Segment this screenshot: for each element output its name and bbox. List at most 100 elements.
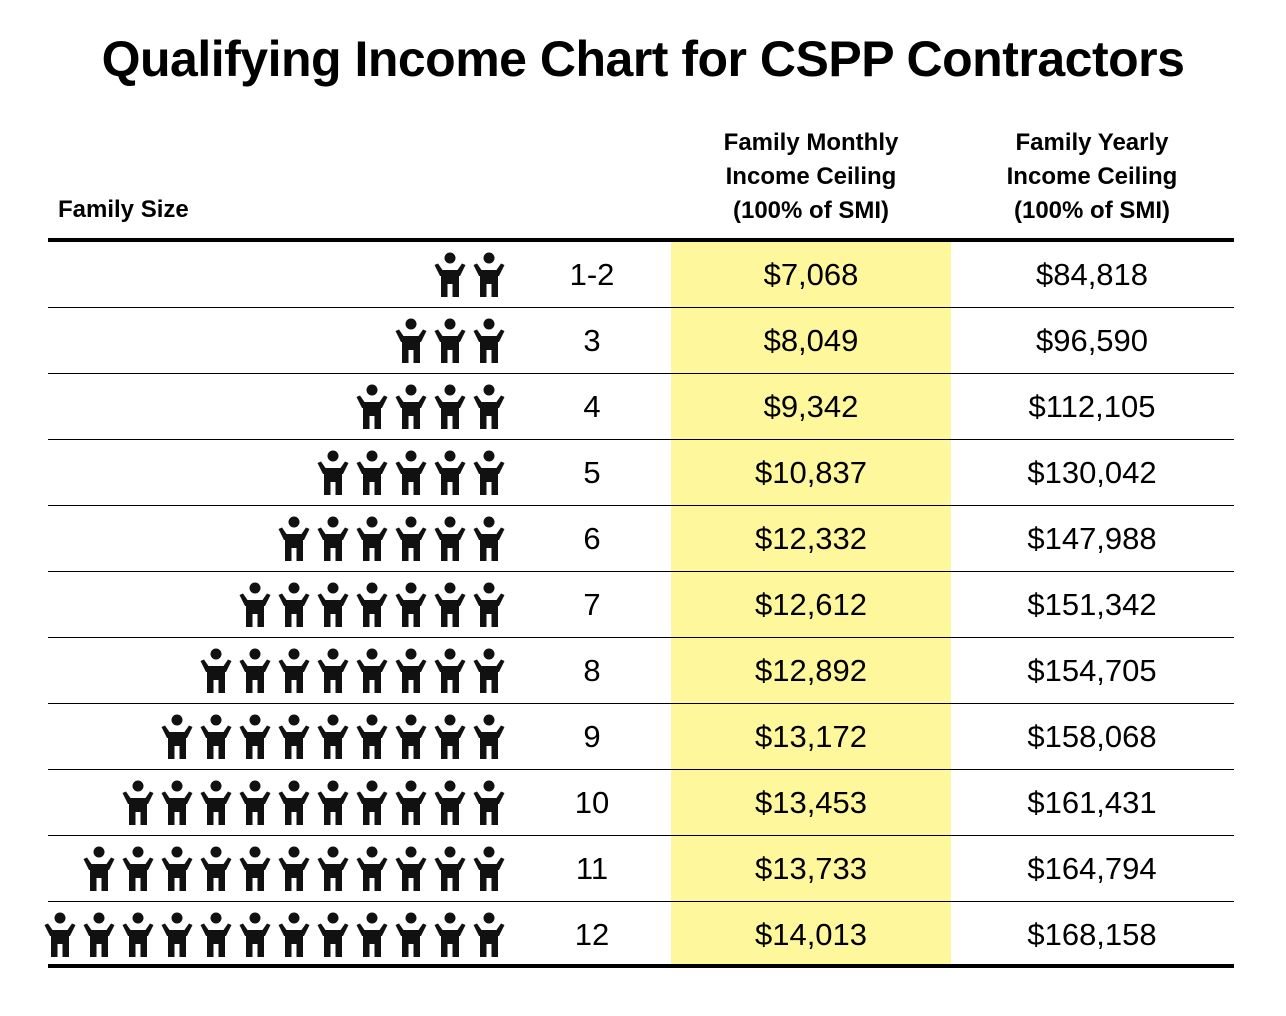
yearly-income-value: $84,818	[1035, 257, 1149, 292]
person-arms-raised-icon	[434, 582, 466, 627]
monthly-income-value: $10,837	[754, 455, 868, 490]
person-arms-raised-icon	[473, 714, 505, 759]
table-row: 9 $13,172 $158,068	[48, 704, 1234, 770]
person-arms-raised-icon	[200, 714, 232, 759]
table-row: 12 $14,013 $168,158	[44, 902, 1234, 968]
family-size-value: 1-2	[569, 257, 615, 292]
person-arms-raised-icon	[395, 648, 427, 693]
person-arms-raised-icon	[161, 912, 193, 957]
family-size-value: 12	[574, 917, 610, 952]
person-arms-raised-icon	[317, 450, 349, 495]
row-divider	[48, 703, 1234, 704]
person-arms-raised-icon	[317, 648, 349, 693]
person-arms-raised-icon	[161, 714, 193, 759]
row-divider	[48, 571, 1234, 572]
person-arms-raised-icon	[317, 714, 349, 759]
row-divider	[48, 901, 1234, 902]
person-arms-raised-icon	[356, 384, 388, 429]
table-row: 1-2 $7,068 $84,818	[48, 242, 1234, 308]
chart-title: Qualifying Income Chart for CSPP Contrac…	[101, 31, 1185, 87]
person-arms-raised-icon	[395, 516, 427, 561]
yearly-income-value: $161,431	[1027, 785, 1157, 820]
person-arms-raised-icon	[278, 714, 310, 759]
family-size-icons	[82, 836, 506, 902]
person-arms-raised-icon	[161, 780, 193, 825]
person-arms-raised-icon	[434, 252, 466, 297]
person-arms-raised-icon	[356, 846, 388, 891]
person-arms-raised-icon	[395, 780, 427, 825]
monthly-income-value: $7,068	[763, 257, 859, 292]
person-arms-raised-icon	[317, 780, 349, 825]
person-arms-raised-icon	[395, 318, 427, 363]
person-arms-raised-icon	[278, 780, 310, 825]
table-row: 3 $8,049 $96,590	[48, 308, 1234, 374]
header-yearly-income: Family Yearly Income Ceiling (100% of SM…	[952, 126, 1232, 228]
person-arms-raised-icon	[122, 846, 154, 891]
person-arms-raised-icon	[239, 648, 271, 693]
monthly-income-value: $14,013	[754, 917, 868, 952]
family-size-icons	[238, 572, 506, 638]
family-size-icons	[316, 440, 506, 506]
header-yearly-line-1: Family Yearly	[1015, 129, 1169, 156]
family-size-value: 7	[583, 587, 601, 622]
family-size-value: 6	[583, 521, 601, 556]
yearly-income-value: $112,105	[1028, 389, 1156, 424]
person-arms-raised-icon	[317, 846, 349, 891]
family-size-value: 3	[583, 323, 601, 358]
person-arms-raised-icon	[122, 912, 154, 957]
person-arms-raised-icon	[473, 648, 505, 693]
family-size-value: 10	[574, 785, 610, 820]
person-arms-raised-icon	[434, 450, 466, 495]
person-arms-raised-icon	[239, 582, 271, 627]
header-monthly-line-3: (100% of SMI)	[732, 197, 890, 224]
table-row: 5 $10,837 $130,042	[48, 440, 1234, 506]
family-size-icons	[433, 242, 506, 308]
person-arms-raised-icon	[317, 912, 349, 957]
person-arms-raised-icon	[434, 648, 466, 693]
person-arms-raised-icon	[200, 780, 232, 825]
table-bottom-rule	[48, 964, 1234, 968]
person-arms-raised-icon	[395, 384, 427, 429]
person-arms-raised-icon	[395, 582, 427, 627]
monthly-income-value: $12,612	[754, 587, 868, 622]
table-top-rule	[48, 238, 1234, 242]
person-arms-raised-icon	[356, 780, 388, 825]
person-arms-raised-icon	[473, 582, 505, 627]
table-row: 6 $12,332 $147,988	[48, 506, 1234, 572]
family-size-value: 9	[583, 719, 601, 754]
family-size-icons	[121, 770, 506, 836]
person-arms-raised-icon	[356, 714, 388, 759]
person-arms-raised-icon	[356, 516, 388, 561]
person-arms-raised-icon	[434, 846, 466, 891]
monthly-income-value: $8,049	[763, 323, 859, 358]
table-row: 10 $13,453 $161,431	[48, 770, 1234, 836]
person-arms-raised-icon	[473, 912, 505, 957]
person-arms-raised-icon	[434, 318, 466, 363]
table-row: 7 $12,612 $151,342	[48, 572, 1234, 638]
monthly-income-value: $9,342	[763, 389, 859, 424]
person-arms-raised-icon	[434, 714, 466, 759]
person-arms-raised-icon	[239, 714, 271, 759]
person-arms-raised-icon	[278, 912, 310, 957]
person-arms-raised-icon	[473, 318, 505, 363]
header-monthly-line-1: Family Monthly	[723, 129, 899, 156]
monthly-income-value: $12,892	[754, 653, 868, 688]
monthly-column-highlight	[671, 242, 951, 964]
person-arms-raised-icon	[356, 450, 388, 495]
family-size-icons	[394, 308, 506, 374]
person-arms-raised-icon	[83, 912, 115, 957]
person-arms-raised-icon	[200, 648, 232, 693]
row-divider	[48, 307, 1234, 308]
family-size-value: 4	[583, 389, 601, 424]
person-arms-raised-icon	[473, 846, 505, 891]
table-row: 11 $13,733 $164,794	[48, 836, 1234, 902]
person-arms-raised-icon	[395, 450, 427, 495]
yearly-income-value: $168,158	[1027, 917, 1157, 952]
person-arms-raised-icon	[434, 912, 466, 957]
yearly-income-value: $158,068	[1027, 719, 1157, 754]
person-arms-raised-icon	[83, 846, 115, 891]
header-yearly-line-3: (100% of SMI)	[1013, 197, 1171, 224]
row-divider	[48, 835, 1234, 836]
header-family-size: Family Size	[58, 196, 189, 223]
table-body: 1-2 $7,068 $84,818 3 $8,049 $96,590 4 $9,342 $11…	[44, 242, 1234, 968]
